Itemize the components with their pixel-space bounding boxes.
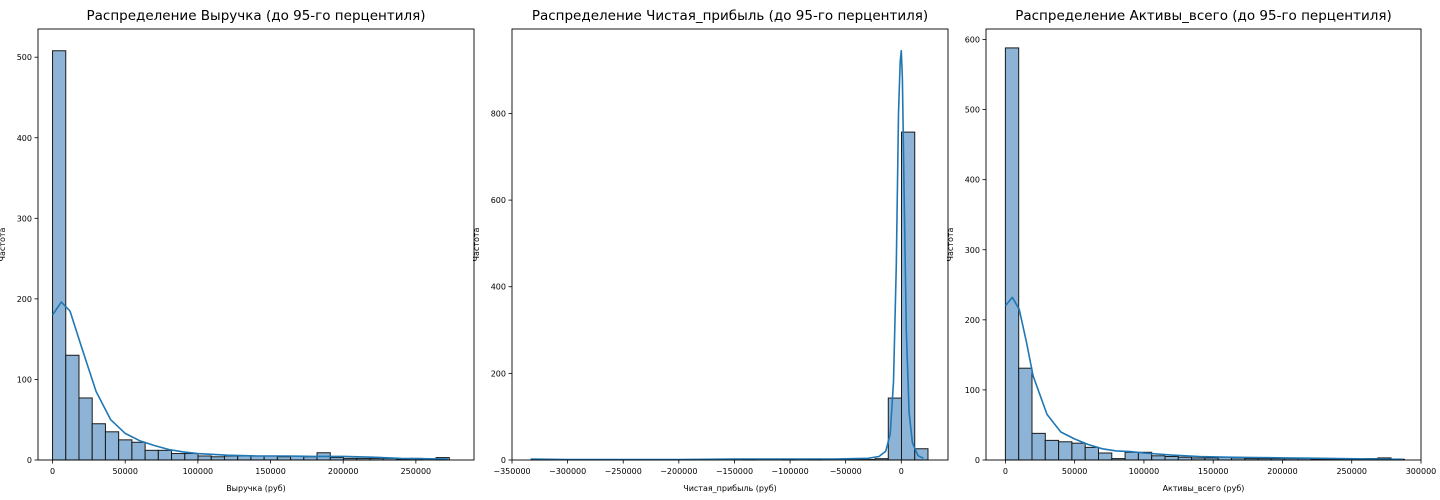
histogram-bar (1004, 47, 1020, 461)
kde-line (1004, 296, 1404, 461)
histogram-bar (1164, 455, 1179, 461)
x-tick-label: 0 (899, 467, 904, 476)
histogram-bar (1151, 455, 1166, 461)
y-tick-label: 800 (491, 109, 506, 118)
x-tick-label: 0 (1003, 467, 1008, 476)
y-tick-label: 400 (17, 134, 32, 143)
histogram-bar (197, 455, 212, 461)
x-tick-label: 200000 (328, 467, 359, 476)
y-axis-label: Частота (0, 227, 7, 261)
y-axis-label: Частота (472, 227, 481, 261)
histogram-bar (1018, 367, 1033, 461)
x-tick-label: −100000 (771, 467, 808, 476)
x-axis-label: Чистая_прибыль (руб) (683, 484, 777, 493)
histogram-bar (144, 449, 159, 461)
x-tick-label: 250000 (1336, 467, 1367, 476)
histogram-bar (276, 456, 292, 461)
histogram-bar (1044, 439, 1060, 461)
y-tick-label: 500 (17, 53, 32, 62)
y-tick-label: 200 (491, 369, 506, 378)
y-tick-label: 0 (501, 456, 506, 465)
y-tick-label: 300 (965, 246, 980, 255)
y-tick-label: 200 (17, 295, 32, 304)
histogram-bar (131, 441, 146, 461)
y-tick-label: 300 (17, 214, 32, 223)
histogram-bar (118, 439, 133, 461)
histogram-bar (1031, 432, 1046, 461)
y-tick-label: 600 (491, 196, 506, 205)
x-tick-label: 50000 (1062, 467, 1087, 476)
x-tick-label: −50000 (830, 467, 862, 476)
x-tick-label: 150000 (255, 467, 286, 476)
kde-line (51, 301, 448, 460)
histogram-bar (223, 455, 239, 461)
histogram-bar (52, 50, 67, 461)
x-tick-label: 50000 (112, 467, 137, 476)
chart-panel-1: Распределение Выручка (до 95-го перценти… (0, 8, 475, 493)
histogram-bar (65, 354, 80, 461)
histogram-bar (171, 453, 186, 461)
x-tick-label: 100000 (1129, 467, 1160, 476)
y-tick-label: 100 (17, 375, 32, 384)
histogram-bar (157, 449, 173, 461)
x-tick-label: 200000 (1267, 467, 1298, 476)
x-tick-label: 100000 (183, 467, 214, 476)
histogram-bar (1124, 451, 1139, 461)
x-axis-label: Выручка (руб) (226, 484, 286, 493)
y-tick-label: 0 (27, 456, 32, 465)
y-axis-label: Частота (946, 227, 955, 261)
histogram-bar (1058, 441, 1073, 461)
chart-title: Распределение Чистая_прибыль (до 95-го п… (532, 8, 928, 24)
chart-title: Распределение Выручка (до 95-го перценти… (86, 8, 425, 24)
histogram-bar (78, 397, 93, 461)
chart-panel-3: Распределение Активы_всего (до 95-го пер… (946, 8, 1436, 493)
chart-title: Распределение Активы_всего (до 95-го пер… (1015, 8, 1392, 24)
histogram-bar (1071, 442, 1086, 461)
x-tick-label: −150000 (716, 467, 753, 476)
x-tick-label: −350000 (493, 467, 530, 476)
histogram-bar (104, 431, 120, 461)
histogram-bar (1084, 446, 1099, 461)
x-axis-label: Активы_всего (руб) (1163, 484, 1245, 493)
kde-line (530, 49, 924, 461)
chart-panel-2: Распределение Чистая_прибыль (до 95-го п… (472, 8, 949, 493)
histogram-bar (184, 453, 199, 461)
x-tick-label: −300000 (549, 467, 586, 476)
plot-frame (37, 28, 475, 461)
x-tick-label: 250000 (401, 467, 432, 476)
plot-frame (985, 28, 1422, 461)
y-tick-label: 100 (965, 386, 980, 395)
x-tick-label: 300000 (1406, 467, 1437, 476)
y-tick-label: 400 (491, 283, 506, 292)
y-tick-label: 600 (965, 36, 980, 45)
histogram-bar (1097, 452, 1113, 461)
histogram-bar (210, 456, 225, 461)
y-tick-label: 200 (965, 316, 980, 325)
plot-frame (511, 28, 949, 461)
x-tick-label: −250000 (605, 467, 642, 476)
x-tick-label: 0 (50, 467, 55, 476)
histogram-bar (303, 456, 318, 461)
x-tick-label: −200000 (660, 467, 697, 476)
y-tick-label: 400 (965, 176, 980, 185)
histogram-bar (91, 423, 106, 461)
y-tick-label: 0 (975, 456, 980, 465)
y-tick-label: 500 (965, 106, 980, 115)
x-tick-label: 150000 (1198, 467, 1229, 476)
